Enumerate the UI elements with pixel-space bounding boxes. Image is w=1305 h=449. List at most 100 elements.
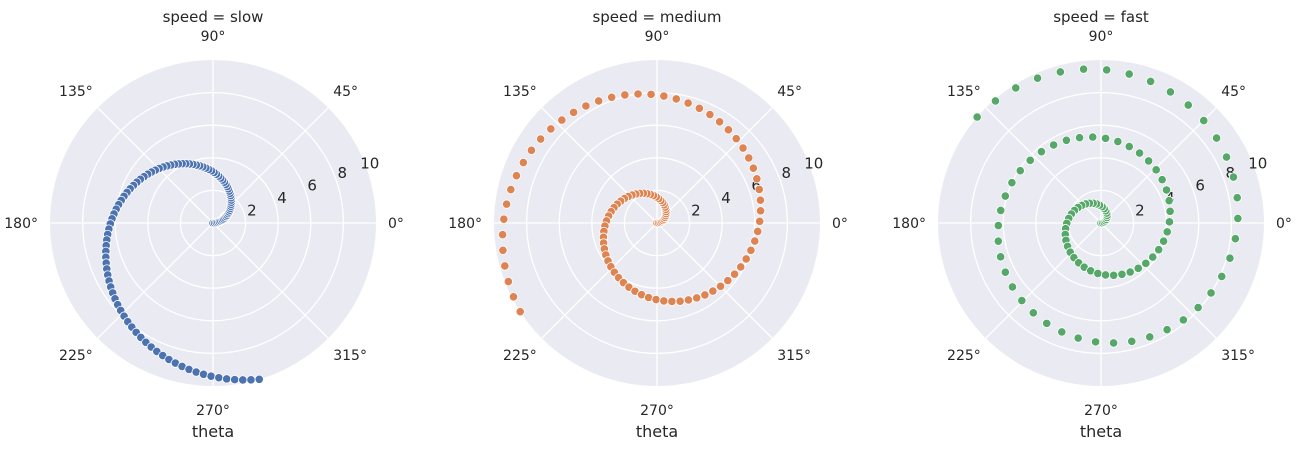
theta-tick-label: 45° xyxy=(1221,84,1246,100)
data-point xyxy=(1145,332,1155,342)
theta-tick-label: 90° xyxy=(1089,29,1114,45)
data-point xyxy=(230,375,240,385)
theta-tick-label: 315° xyxy=(1221,348,1255,364)
r-gridline xyxy=(591,157,723,289)
theta-gridline xyxy=(985,222,1102,339)
data-point xyxy=(1048,140,1059,150)
data-point xyxy=(1151,165,1161,175)
theta-tick-label: 315° xyxy=(333,348,367,364)
data-point xyxy=(568,107,579,117)
theta-tick-label: 270° xyxy=(196,403,230,419)
data-point xyxy=(1078,64,1089,74)
r-tick-label: 8 xyxy=(337,164,347,182)
data-point xyxy=(254,374,264,384)
r-gridline xyxy=(179,189,247,257)
data-point xyxy=(1206,288,1216,298)
data-point xyxy=(1011,83,1021,93)
r-gridline xyxy=(623,189,691,257)
data-point xyxy=(594,96,604,106)
data-point xyxy=(1127,336,1137,346)
data-point xyxy=(754,184,764,195)
theta-tick-label: 90° xyxy=(645,29,670,45)
r-tick-label: 2 xyxy=(1135,202,1145,220)
theta-tick-label: 315° xyxy=(777,348,811,364)
facet-title: speed = medium xyxy=(592,8,721,26)
data-point xyxy=(1211,133,1222,143)
data-point xyxy=(1159,236,1169,246)
data-point xyxy=(214,373,224,383)
theta-tick-label: 270° xyxy=(1084,403,1118,419)
theta-gridline xyxy=(656,222,773,339)
data-point xyxy=(1178,315,1188,325)
data-point xyxy=(1232,193,1242,203)
data-point xyxy=(750,236,760,246)
data-point xyxy=(246,375,256,385)
r-gridline xyxy=(558,124,756,322)
facet-title: speed = fast xyxy=(1053,8,1149,26)
data-point xyxy=(1055,67,1065,77)
data-point xyxy=(506,184,516,195)
r-tick-label: 2 xyxy=(691,202,701,220)
data-point xyxy=(675,296,685,306)
data-point xyxy=(1162,325,1172,335)
scatter-series xyxy=(972,64,1243,348)
data-point xyxy=(1154,245,1164,255)
data-point xyxy=(729,269,740,279)
data-point xyxy=(501,199,512,209)
data-point xyxy=(659,91,669,101)
data-point xyxy=(1125,267,1135,277)
data-point xyxy=(1124,141,1134,152)
r-tick-label: 10 xyxy=(804,155,823,173)
data-point xyxy=(705,109,715,120)
data-point xyxy=(1093,268,1103,279)
data-point xyxy=(736,262,746,272)
data-point xyxy=(238,375,248,385)
data-point xyxy=(715,281,726,291)
data-point xyxy=(497,230,508,240)
data-point xyxy=(700,290,710,300)
theta-gridline xyxy=(97,107,214,224)
data-point xyxy=(206,371,216,381)
data-point xyxy=(993,220,1003,231)
theta-tick-label: 225° xyxy=(59,348,93,364)
data-point xyxy=(1217,271,1227,281)
data-point xyxy=(646,89,656,99)
data-point xyxy=(1108,338,1119,348)
data-point xyxy=(1183,100,1193,110)
data-point xyxy=(723,125,733,135)
data-point xyxy=(659,296,669,306)
data-point xyxy=(1164,217,1175,227)
r-tick-label: 4 xyxy=(277,189,287,207)
data-point xyxy=(748,163,758,173)
r-tick-label: 8 xyxy=(1225,164,1235,182)
theta-tick-label: 135° xyxy=(503,84,537,100)
data-point xyxy=(667,296,677,307)
r-tick-label: 6 xyxy=(1195,177,1205,195)
theta-gridline xyxy=(656,107,773,224)
r-gridline xyxy=(969,91,1233,355)
data-point xyxy=(1102,65,1112,75)
data-point xyxy=(633,89,643,99)
data-point xyxy=(222,374,232,384)
theta-tick-label: 135° xyxy=(947,84,981,100)
data-point xyxy=(1113,136,1123,147)
data-point xyxy=(1230,234,1240,244)
data-point xyxy=(1057,327,1067,337)
data-point xyxy=(1221,152,1232,162)
data-point xyxy=(738,143,748,153)
data-point xyxy=(503,276,513,287)
data-point xyxy=(752,174,762,184)
data-point xyxy=(1000,191,1010,201)
theta-gridline xyxy=(1100,222,1217,339)
data-point xyxy=(1134,148,1145,158)
facet-0: 2 4 6 8 10 0° 45° 90° 135° 180° 225° 270° 315° speed … xyxy=(4,8,404,441)
data-point xyxy=(993,236,1003,246)
data-point xyxy=(1032,73,1043,83)
data-point xyxy=(1007,282,1018,292)
data-point xyxy=(500,261,510,271)
data-point xyxy=(671,94,681,104)
data-point xyxy=(755,195,766,205)
r-gridline xyxy=(114,124,312,322)
data-point xyxy=(1146,76,1156,87)
data-point xyxy=(1228,172,1239,182)
